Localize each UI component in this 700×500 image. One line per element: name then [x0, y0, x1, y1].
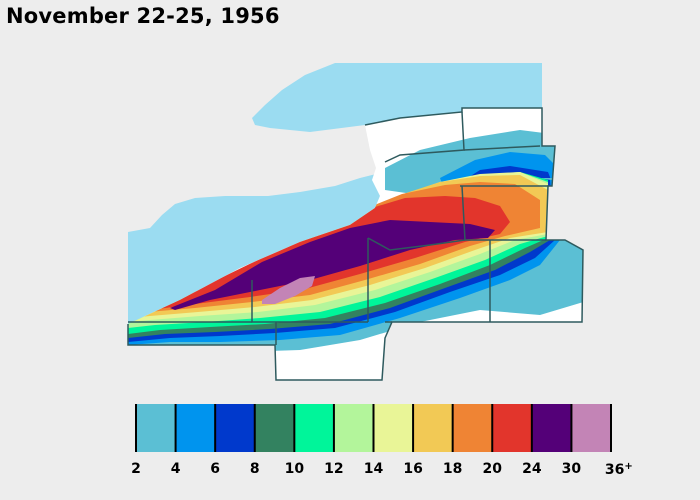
- legend-tick-value: 14: [363, 461, 384, 477]
- legend-tick-value: 30: [561, 461, 582, 477]
- legend-tick-label: 8: [250, 461, 260, 477]
- legend-tick-value: 20: [482, 461, 502, 477]
- legend-tick-label: 2: [131, 461, 141, 477]
- legend-tick-label: 16: [403, 461, 422, 477]
- legend-tick-value: 8: [249, 461, 260, 477]
- legend-tick-label: 10: [285, 461, 304, 477]
- legend-tick-label: 36+: [605, 461, 633, 478]
- legend-tick-label: 14: [364, 461, 383, 477]
- legend-tick-label: 18: [443, 461, 462, 477]
- legend-tick-value: 36: [604, 462, 625, 478]
- snowfall-bands: [128, 130, 583, 352]
- legend-tick-value: 24: [522, 461, 542, 477]
- legend-tick-value: 4: [170, 461, 181, 477]
- legend-tick-value: 12: [324, 461, 344, 477]
- legend-tick-value: 10: [284, 461, 305, 477]
- legend-tick-label: 24: [522, 461, 541, 477]
- county-borders: [127, 107, 584, 381]
- legend-tick-label: 4: [171, 461, 181, 477]
- legend-tick-label: 12: [324, 461, 343, 477]
- lake-ontario: [252, 63, 542, 132]
- legend-plus-suffix: +: [624, 461, 633, 472]
- legend-tick-value: 18: [442, 461, 463, 477]
- legend-tick-value: 2: [131, 461, 141, 477]
- legend-tick-label: 20: [483, 461, 502, 477]
- legend-tick-value: 16: [403, 461, 423, 477]
- lake-erie: [128, 173, 380, 324]
- legend-tick-label: 6: [210, 461, 220, 477]
- legend-tick-label: 30: [562, 461, 581, 477]
- legend-tick-value: 6: [210, 461, 221, 477]
- band-30-36-plus: [262, 276, 315, 304]
- map-title: November 22-25, 1956: [6, 4, 280, 28]
